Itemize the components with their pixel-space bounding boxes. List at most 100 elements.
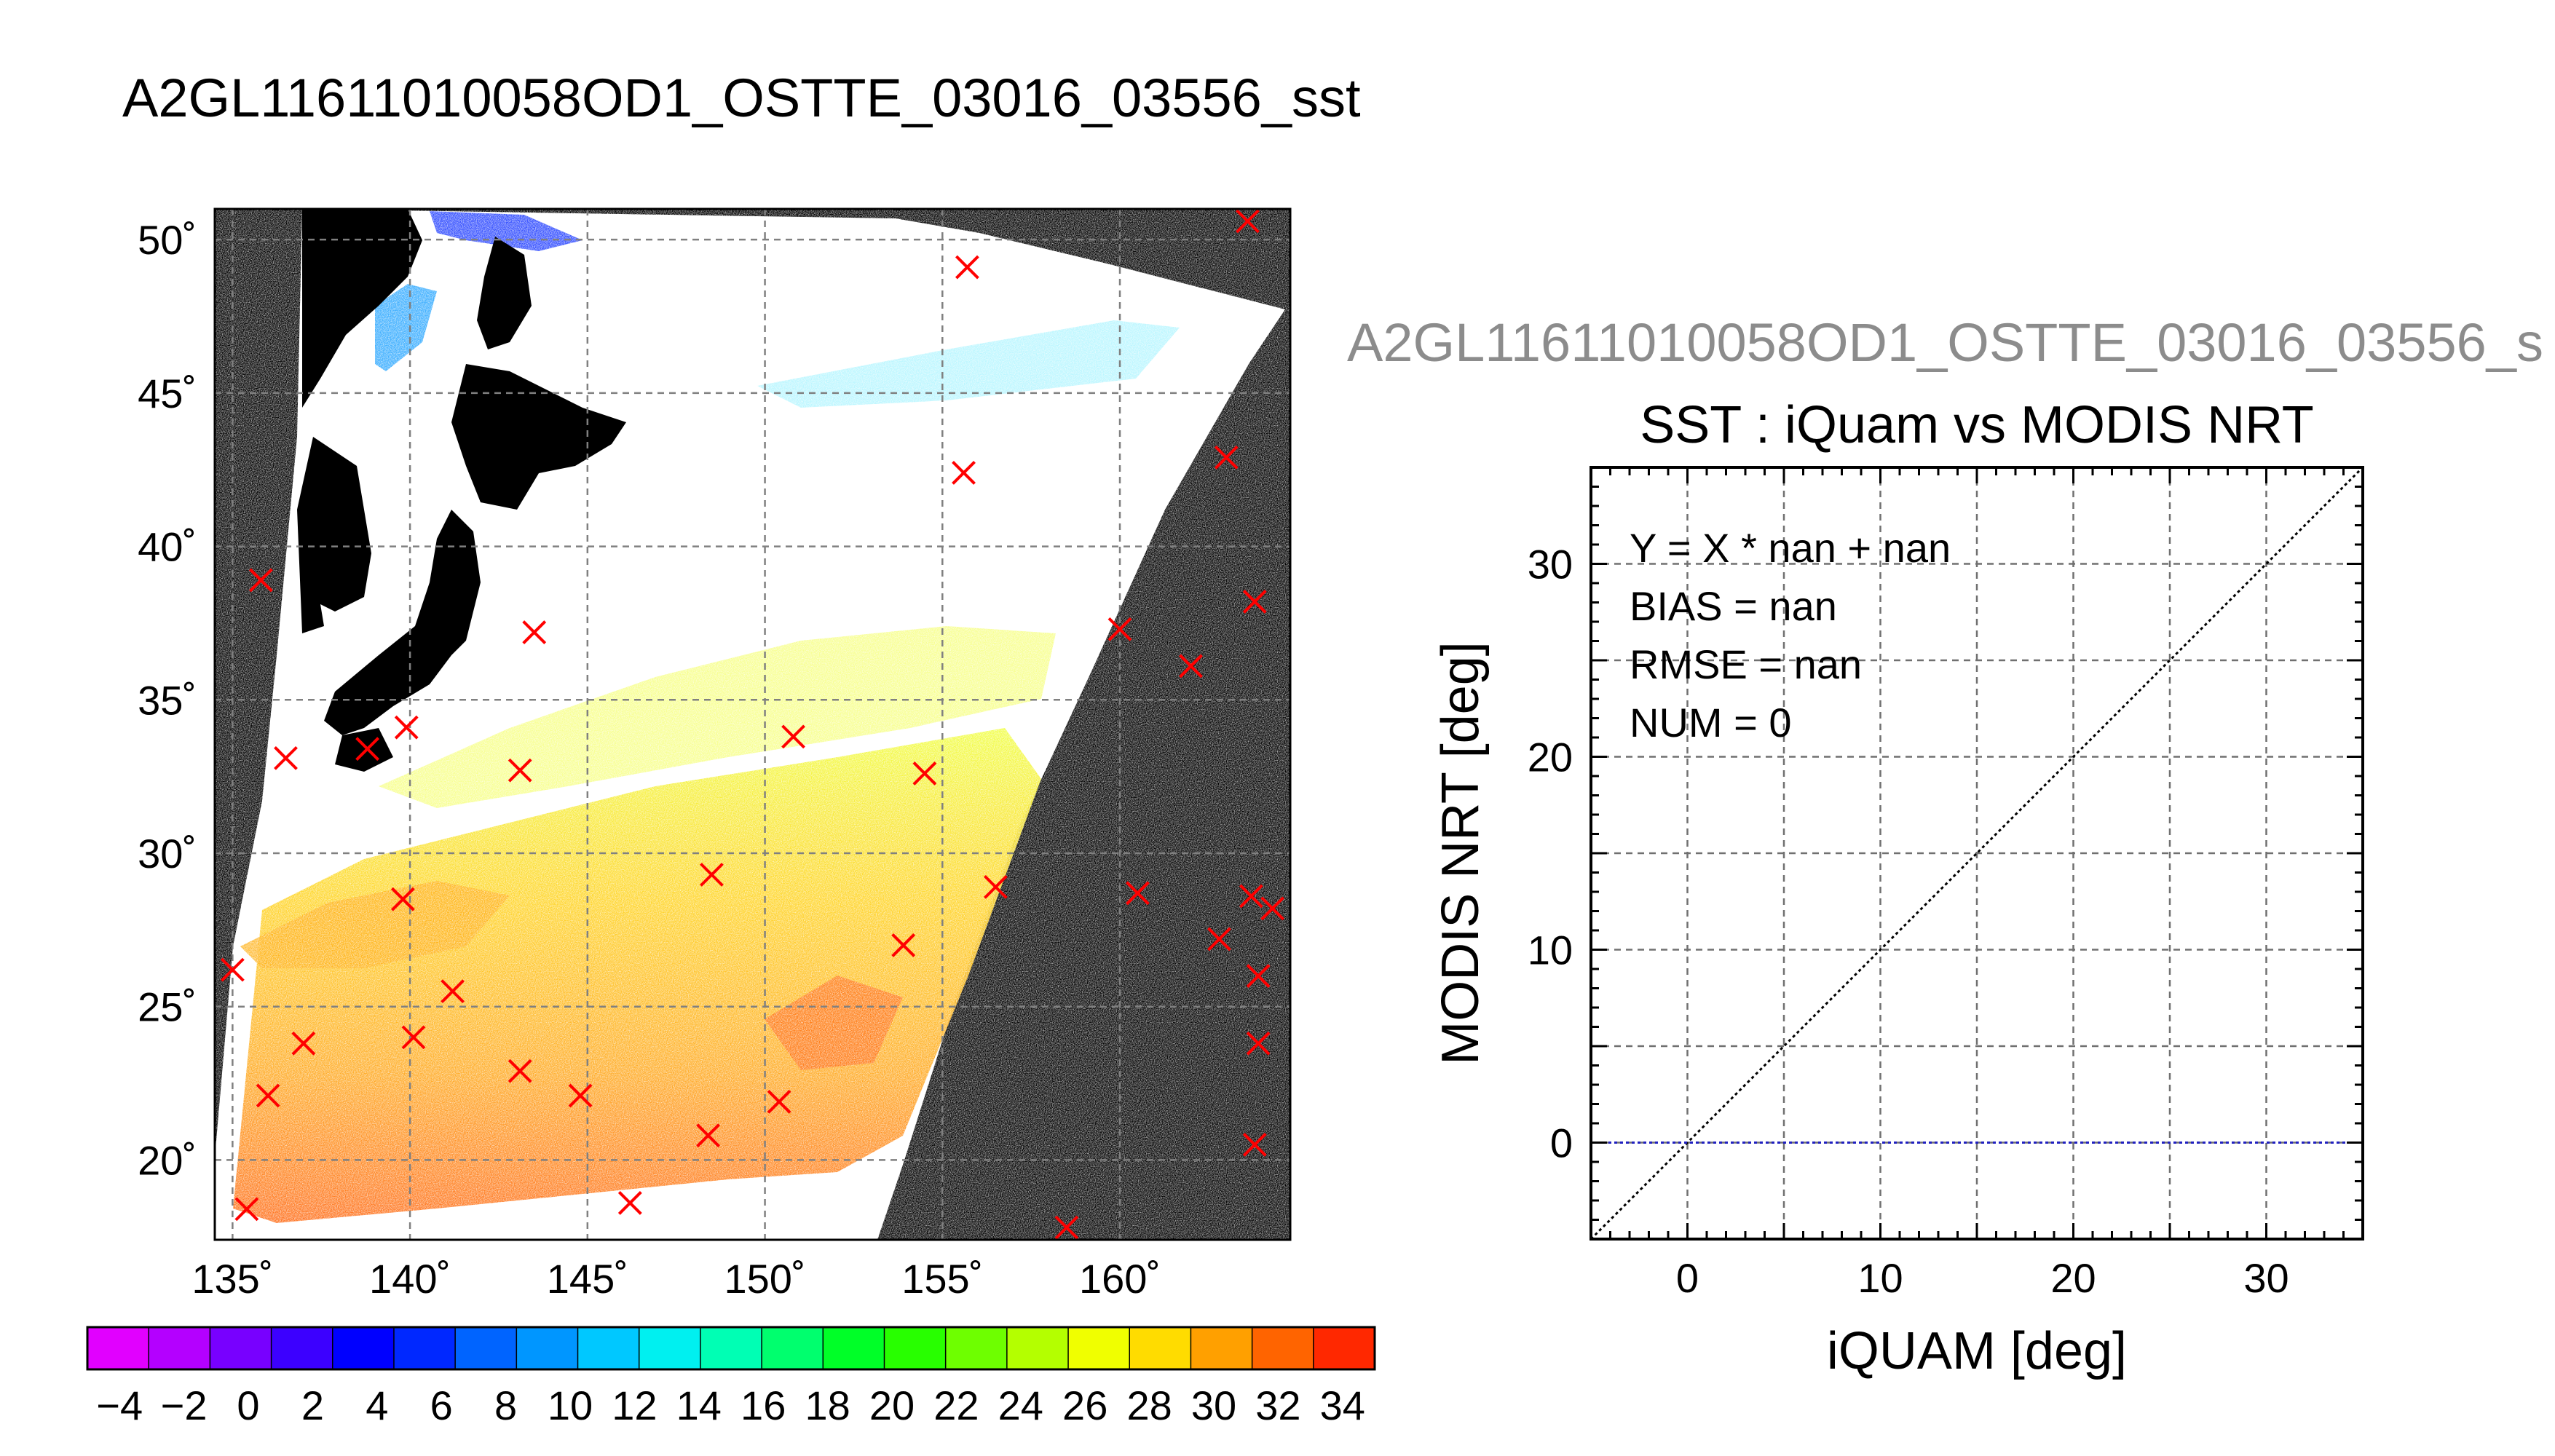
match-marker xyxy=(696,1123,720,1148)
x-tick-label: 20 xyxy=(2050,1255,2096,1301)
colorbar-swatch xyxy=(87,1327,149,1369)
match-marker xyxy=(781,724,805,749)
lat-tick-label: 20˚ xyxy=(138,1137,197,1183)
colorbar-swatch xyxy=(332,1327,395,1369)
match-marker xyxy=(767,1089,791,1114)
lat-tick-label: 35˚ xyxy=(138,677,197,723)
match-marker xyxy=(1260,896,1285,921)
match-marker xyxy=(700,863,724,887)
match-marker xyxy=(508,1059,532,1083)
colorbar-swatch xyxy=(1190,1327,1253,1369)
colorbar-label: 16 xyxy=(741,1382,786,1428)
colorbar-swatch xyxy=(1006,1327,1069,1369)
colorbar-swatch xyxy=(455,1327,517,1369)
match-marker xyxy=(983,874,1008,899)
y-tick-label: 10 xyxy=(1528,927,1573,973)
match-marker xyxy=(1246,964,1271,988)
colorbar-label: 18 xyxy=(805,1382,850,1428)
colorbar-swatch xyxy=(762,1327,824,1369)
colorbar-label: 12 xyxy=(612,1382,657,1428)
match-marker xyxy=(291,1031,316,1056)
lon-tick-label: 150˚ xyxy=(724,1256,806,1302)
stats-line: Y = X * nan + nan xyxy=(1630,525,1951,571)
match-marker xyxy=(508,758,532,783)
x-tick-label: 30 xyxy=(2243,1255,2289,1301)
colorbar-label: −4 xyxy=(96,1382,143,1428)
match-marker xyxy=(617,1191,642,1215)
lon-tick-label: 145˚ xyxy=(547,1256,628,1302)
match-marker xyxy=(568,1083,593,1108)
y-axis-label: MODIS NRT [deg] xyxy=(1431,641,1490,1065)
match-marker xyxy=(220,957,245,982)
colorbar-label: 34 xyxy=(1320,1382,1365,1428)
match-marker xyxy=(1125,881,1150,906)
map-frame xyxy=(213,207,1292,1241)
stats-line: RMSE = nan xyxy=(1630,641,1862,687)
y-tick-label: 20 xyxy=(1528,735,1573,780)
match-marker xyxy=(355,737,380,761)
y-tick-label: 0 xyxy=(1550,1120,1573,1166)
lon-tick-label: 160˚ xyxy=(1079,1256,1161,1302)
lon-tick-label: 155˚ xyxy=(901,1256,983,1302)
lon-tick-label: 135˚ xyxy=(191,1256,273,1302)
scatter-ticks: 0 10 20 30 0 10 20 30 xyxy=(1528,466,2364,1301)
colorbar-swatch xyxy=(639,1327,701,1369)
match-marker xyxy=(401,1025,426,1050)
x-axis-label: iQUAM [deg] xyxy=(1827,1322,2127,1380)
match-marker xyxy=(390,887,415,911)
match-marker xyxy=(1242,590,1267,614)
y-tick-label: 30 xyxy=(1528,542,1573,587)
stats-box: Y = X * nan + nan BIAS = nan RMSE = nan NUM… xyxy=(1630,525,1951,745)
scatter-plot: 0 10 20 30 0 10 20 30 Y = X * nan + nan BIAS = n… xyxy=(1528,466,2364,1301)
match-marker xyxy=(1054,1215,1079,1240)
lat-tick-label: 50˚ xyxy=(138,217,197,263)
reference-lines xyxy=(1590,466,2364,1241)
colorbar-label: −2 xyxy=(161,1382,208,1428)
map-axis-labels: 135˚ 140˚ 145˚ 150˚ 155˚ 160˚ 20˚ 25˚ 30˚ 35˚ 40˚ 4… xyxy=(138,217,1161,1302)
colorbar: −4 −2 0 2 4 6 8 10 12 14 16 18 20 22 24 26 28 30 32 34 xyxy=(86,1326,1376,1428)
match-marker xyxy=(955,255,979,280)
colorbar-swatch xyxy=(149,1327,210,1369)
colorbar-swatch xyxy=(884,1327,947,1369)
colorbar-frame xyxy=(86,1326,1376,1371)
sst-field xyxy=(215,209,1290,1240)
colorbar-swatch xyxy=(823,1327,885,1369)
stats-line: NUM = 0 xyxy=(1630,700,1792,745)
colorbar-label: 30 xyxy=(1191,1382,1236,1428)
colorbar-label: 20 xyxy=(869,1382,915,1428)
colorbar-swatch xyxy=(577,1327,640,1369)
identity-line xyxy=(1590,466,2364,1241)
match-marker xyxy=(394,715,419,740)
x-tick-label: 10 xyxy=(1857,1255,1903,1301)
colorbar-label: 24 xyxy=(998,1382,1043,1428)
match-marker xyxy=(1239,884,1263,909)
x-tick-label: 0 xyxy=(1676,1255,1699,1301)
figure-title: A2GL11611010058OD1_OSTTE_03016_03556_sst xyxy=(122,68,1361,128)
match-marker xyxy=(274,745,298,770)
colorbar-label: 32 xyxy=(1255,1382,1300,1428)
colorbar-label: 22 xyxy=(933,1382,979,1428)
stats-line: BIAS = nan xyxy=(1630,583,1837,629)
colorbar-swatch xyxy=(1068,1327,1130,1369)
lon-tick-label: 140˚ xyxy=(369,1256,451,1302)
match-marker xyxy=(1179,654,1203,678)
colorbar-swatch xyxy=(945,1327,1008,1369)
match-marker xyxy=(1242,1132,1267,1157)
match-marker xyxy=(952,461,976,485)
colorbar-swatch xyxy=(1129,1327,1191,1369)
colorbar-swatch xyxy=(700,1327,762,1369)
match-marker xyxy=(891,933,916,957)
colorbar-label: 8 xyxy=(494,1382,517,1428)
colorbar-swatch xyxy=(1313,1327,1375,1369)
colorbar-label: 14 xyxy=(676,1382,722,1428)
lat-tick-label: 40˚ xyxy=(138,524,197,570)
match-marker xyxy=(256,1083,280,1108)
colorbar-swatch xyxy=(1252,1327,1314,1369)
colorbar-label: 0 xyxy=(237,1382,259,1428)
colorbar-swatch xyxy=(393,1327,456,1369)
match-marker xyxy=(1214,445,1239,470)
colorbar-label: 2 xyxy=(301,1382,324,1428)
match-marker xyxy=(522,620,547,644)
match-marker xyxy=(441,979,465,1004)
